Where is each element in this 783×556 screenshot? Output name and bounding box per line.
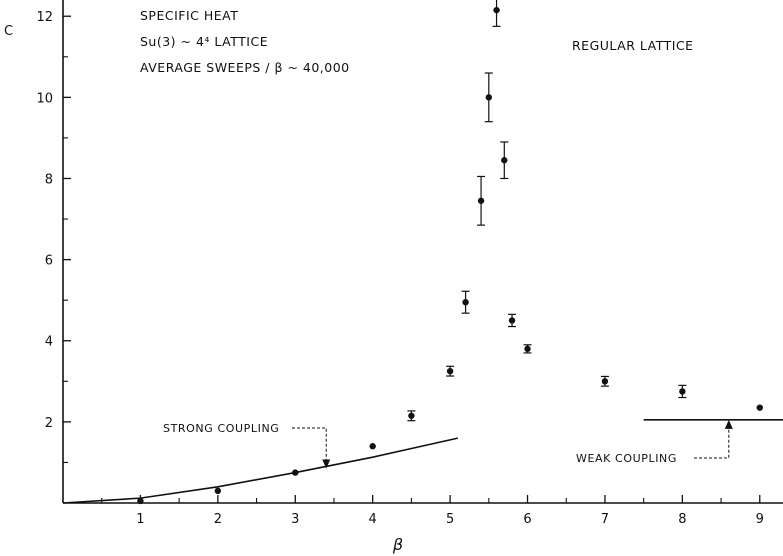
strong-coupling-curve bbox=[62, 437, 459, 504]
data-point bbox=[756, 404, 763, 411]
strong-coupling-leader bbox=[292, 427, 327, 461]
y-tick-label: 6 bbox=[45, 254, 53, 269]
strong-coupling-arrow bbox=[322, 459, 331, 469]
data-points bbox=[137, 0, 763, 505]
weak-coupling-leader bbox=[694, 428, 730, 459]
y-tick-label: 12 bbox=[36, 10, 53, 25]
data-point bbox=[601, 378, 609, 385]
x-tick-label: 6 bbox=[523, 512, 531, 527]
annotations: STRONG COUPLING WEAK COUPLING bbox=[163, 419, 733, 469]
x-tick-label: 1 bbox=[136, 512, 144, 527]
x-tick-label: 7 bbox=[601, 512, 609, 527]
data-point bbox=[292, 469, 299, 476]
data-point bbox=[137, 497, 144, 505]
data-point bbox=[501, 157, 508, 164]
strong-coupling-label: STRONG COUPLING bbox=[163, 422, 279, 435]
data-point bbox=[477, 197, 485, 204]
y-tick-label: 2 bbox=[45, 416, 53, 431]
x-tick-label: 4 bbox=[369, 512, 377, 527]
chart-title-line-3: AVERAGE SWEEPS / β ~ 40,000 bbox=[140, 60, 350, 75]
chart-title-line-1: SPECIFIC HEAT bbox=[140, 8, 238, 23]
data-point bbox=[679, 388, 686, 395]
x-axis-label: β bbox=[392, 535, 403, 554]
data-point bbox=[462, 299, 469, 306]
y-tick-label: 10 bbox=[36, 91, 53, 106]
x-tick-label: 8 bbox=[678, 512, 686, 527]
weak-coupling-label: WEAK COUPLING bbox=[576, 452, 677, 465]
x-tick-label: 2 bbox=[214, 512, 222, 527]
y-tick-label: 8 bbox=[45, 172, 53, 187]
data-point bbox=[508, 317, 516, 324]
data-point bbox=[493, 6, 500, 14]
x-tick-label: 9 bbox=[756, 512, 764, 527]
data-point bbox=[214, 487, 222, 495]
y-axis-label: C bbox=[4, 24, 13, 39]
x-tick-label: 3 bbox=[291, 512, 299, 527]
data-point bbox=[446, 367, 454, 375]
chart-title-line-2: Su(3) ~ 4⁴ LATTICE bbox=[140, 34, 268, 49]
weak-coupling-arrow bbox=[724, 419, 733, 429]
data-point bbox=[485, 94, 493, 101]
x-tick-label: 5 bbox=[446, 512, 454, 527]
theory-curves bbox=[62, 419, 783, 504]
y-tick-label: 4 bbox=[45, 335, 53, 350]
data-point bbox=[369, 443, 376, 450]
chart-subtitle: REGULAR LATTICE bbox=[572, 38, 694, 53]
data-point bbox=[408, 412, 415, 419]
data-point bbox=[524, 345, 531, 353]
